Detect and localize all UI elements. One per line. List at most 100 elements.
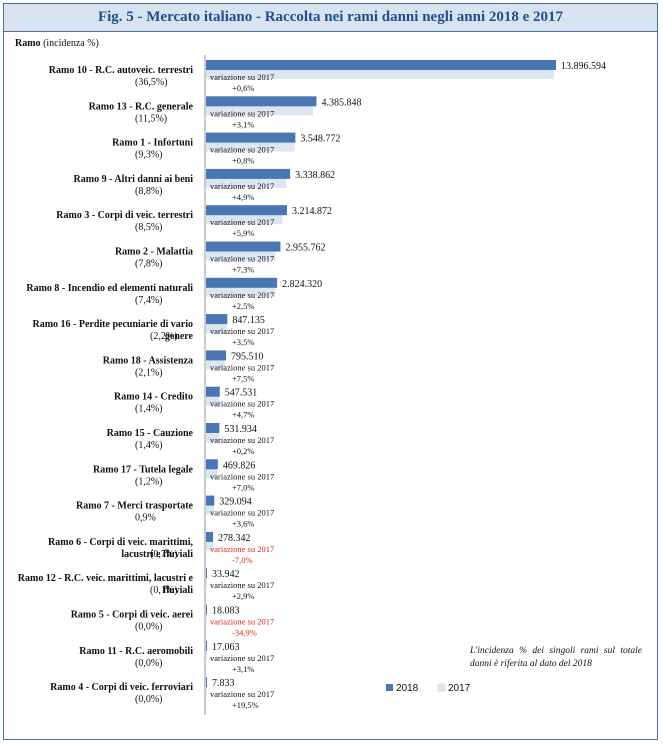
- value-label-17: 17.063: [212, 642, 240, 653]
- bar-2017-7: [206, 286, 276, 297]
- value-label-1: 13.896.594: [561, 61, 606, 72]
- bar-2018-7: [206, 277, 278, 288]
- variation-caption-10: variazione su 2017: [210, 399, 274, 409]
- category-label-18-line-1: Ramo 4 - Corpi di veic. ferroviari: [50, 682, 193, 693]
- share-label-12: (1,2%): [135, 476, 163, 487]
- bar-2018-11: [206, 423, 220, 433]
- share-label-10: (1,4%): [135, 404, 163, 415]
- share-label-13: 0,9%: [135, 513, 156, 524]
- category-label-17-line-1: Ramo 11 - R.C. aeromobili: [79, 646, 193, 657]
- variation-caption-11: variazione su 2017: [210, 435, 274, 445]
- category-label-13-line-1: Ramo 7 - Merci trasportate: [76, 501, 194, 512]
- bar-2017-3: [206, 141, 295, 152]
- bar-2017-12: [206, 468, 218, 479]
- bar-2018-6: [206, 241, 281, 252]
- variation-caption-2: variazione su 2017: [210, 108, 274, 118]
- variation-caption-13: variazione su 2017: [210, 508, 274, 518]
- legend-label-2018: 2018: [396, 683, 419, 694]
- variation-value-14: -7,0%: [232, 555, 253, 565]
- value-label-4: 3.338.862: [295, 170, 335, 181]
- variation-caption-17: variazione su 2017: [210, 653, 274, 663]
- bar-2017-6: [206, 250, 276, 261]
- bar-2017-8: [206, 323, 227, 334]
- variation-value-11: +0,2%: [232, 446, 255, 456]
- bar-2017-9: [206, 359, 225, 370]
- category-label-10-line-1: Ramo 14 - Credito: [114, 392, 193, 403]
- category-label-15-line-2: fluviali: [163, 585, 193, 596]
- variation-value-5: +5,9%: [232, 228, 255, 238]
- category-label-14-line-1: Ramo 6 - Corpi di veic. marittimi,: [48, 537, 193, 548]
- category-axis-label: Ramo (incidenza %): [15, 38, 99, 49]
- category-label-16-line-1: Ramo 5 - Corpi di veic. aerei: [71, 610, 194, 621]
- variation-caption-1: variazione su 2017: [210, 72, 274, 82]
- axis-label-rest: (incidenza %): [40, 38, 99, 49]
- variation-value-12: +7,0%: [232, 482, 255, 492]
- share-label-11: (1,4%): [135, 440, 163, 451]
- variation-value-9: +7,5%: [232, 373, 255, 383]
- variation-value-10: +4,7%: [232, 410, 255, 420]
- value-label-8: 847.135: [232, 315, 265, 326]
- share-label-2: (11,5%): [135, 113, 167, 124]
- variation-caption-12: variazione su 2017: [210, 471, 274, 481]
- bar-2017-13: [206, 504, 215, 515]
- value-label-5: 3.214.872: [292, 206, 332, 217]
- share-label-3: (9,3%): [135, 150, 163, 161]
- variation-value-2: +3,1%: [232, 119, 255, 129]
- category-label-2-line-1: Ramo 13 - R.C. generale: [89, 101, 194, 112]
- bar-2017-10: [206, 395, 220, 406]
- category-label-7-line-1: Ramo 8 - Incendio ed elementi naturali: [26, 283, 193, 294]
- bar-2018-9: [206, 350, 227, 361]
- category-label-11-line-1: Ramo 15 - Cauzione: [107, 428, 194, 439]
- variation-value-18: +19,5%: [232, 700, 259, 710]
- variation-caption-8: variazione su 2017: [210, 326, 274, 336]
- footnote: L'incidenza % dei singoli rami sul total…: [470, 646, 642, 669]
- bar-2018-4: [206, 168, 291, 179]
- variation-caption-14: variazione su 2017: [210, 544, 274, 554]
- variation-value-1: +0,6%: [232, 83, 255, 93]
- category-label-1-line-1: Ramo 10 - R.C. autoveic. terrestri: [49, 65, 193, 76]
- share-label-16: (0,0%): [135, 622, 163, 633]
- value-label-2: 4.385.848: [321, 97, 361, 108]
- share-label-17: (0,0%): [135, 658, 163, 669]
- bar-2018-12: [206, 459, 218, 470]
- variation-caption-5: variazione su 2017: [210, 217, 274, 227]
- value-label-3: 3.548.772: [300, 134, 340, 145]
- category-label-6-line-1: Ramo 2 - Malattia: [115, 247, 193, 258]
- variation-caption-7: variazione su 2017: [210, 290, 274, 300]
- legend-label-2017: 2017: [448, 683, 471, 694]
- bar-2017-1: [206, 69, 554, 79]
- bar-2017-17: [206, 649, 207, 660]
- bar-2018-2: [206, 96, 317, 107]
- share-label-15: (0,1%): [150, 585, 178, 596]
- category-label-15-line-1: Ramo 12 - R.C. veic. marittimi, lacustri…: [18, 573, 194, 584]
- share-label-14: (0,7%): [150, 549, 178, 560]
- variation-caption-15: variazione su 2017: [210, 580, 274, 590]
- bar-2017-18: [206, 686, 207, 697]
- variation-value-7: +2,5%: [232, 301, 255, 311]
- variation-value-17: +3,1%: [232, 664, 255, 674]
- share-label-4: (8,8%): [135, 186, 163, 197]
- category-label-8-line-1: Ramo 16 - Perdite pecuniarie di vario: [32, 319, 193, 330]
- title-bar: Fig. 5 - Mercato italiano - Raccolta nei…: [4, 4, 657, 32]
- variation-value-13: +3,6%: [232, 519, 255, 529]
- legend-swatch-2017: [437, 683, 446, 692]
- value-label-16: 18.083: [212, 606, 240, 617]
- variation-value-3: +0,8%: [232, 156, 255, 166]
- value-label-10: 547.531: [225, 388, 258, 399]
- bar-2017-14: [206, 540, 214, 551]
- share-label-9: (2,1%): [135, 367, 163, 378]
- variation-caption-18: variazione su 2017: [210, 689, 274, 699]
- bar-2018-13: [206, 495, 215, 506]
- figure-frame: Fig. 5 - Mercato italiano - Raccolta nei…: [3, 3, 658, 740]
- category-label-8-line-2: genere: [165, 331, 194, 342]
- variation-caption-4: variazione su 2017: [210, 181, 274, 191]
- bar-2018-5: [206, 205, 287, 216]
- value-label-15: 33.942: [212, 569, 240, 580]
- value-label-6: 2.955.762: [285, 243, 325, 254]
- bar-2018-17: [206, 640, 207, 651]
- variation-caption-16: variazione su 2017: [210, 617, 274, 627]
- bar-2018-14: [206, 531, 214, 542]
- value-label-14: 278.342: [218, 533, 251, 544]
- variation-caption-3: variazione su 2017: [210, 145, 274, 155]
